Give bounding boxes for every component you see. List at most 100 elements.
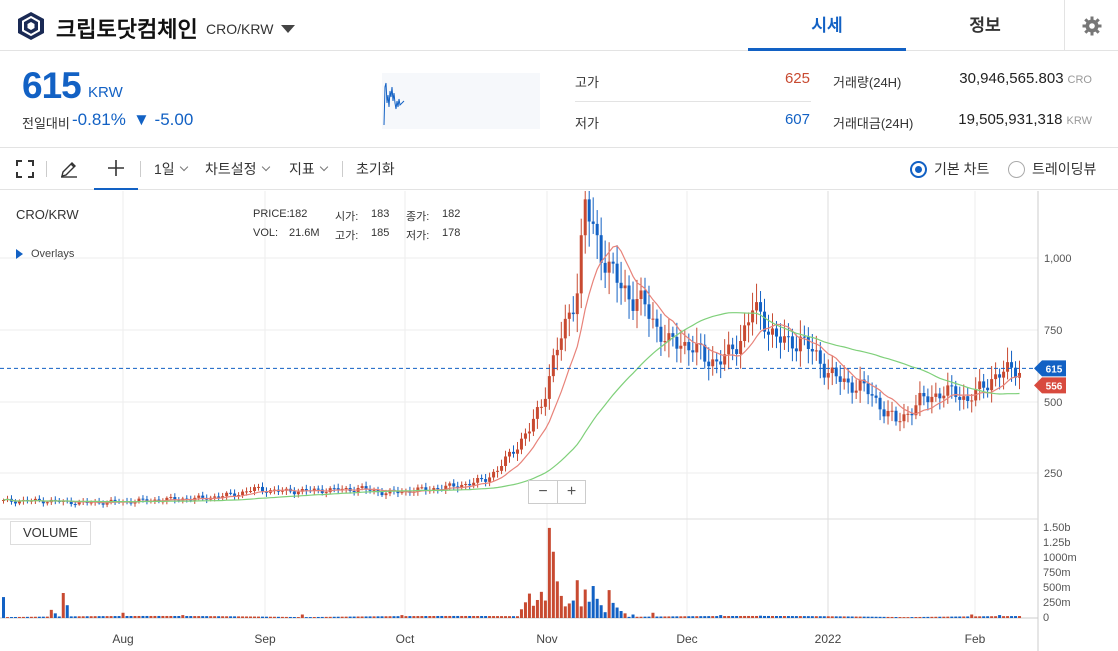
zoom-in-button[interactable]: +: [556, 481, 585, 503]
volume-bar: [571, 600, 575, 618]
reset-button[interactable]: 초기화: [356, 161, 395, 177]
volume-bar: [237, 616, 241, 618]
candle-body: [2, 500, 5, 502]
mini-chart[interactable]: [382, 73, 540, 129]
volume-bar: [731, 615, 735, 618]
candle-body: [675, 336, 679, 349]
candle-body: [639, 290, 643, 299]
volume-bar: [727, 616, 731, 618]
volume-bar: [782, 616, 786, 618]
chevron-down-icon: [319, 162, 329, 172]
crosshair-icon[interactable]: [94, 148, 138, 190]
fullscreen-icon[interactable]: [16, 148, 34, 190]
chart-settings-menu[interactable]: 차트설정: [205, 148, 270, 190]
volume-bar: [986, 616, 990, 618]
volume-label-button[interactable]: VOLUME: [10, 521, 91, 545]
settings-gear-icon[interactable]: [1064, 0, 1118, 51]
volume-bar: [954, 616, 958, 618]
candle-body: [890, 410, 894, 412]
candle-body: [555, 349, 559, 356]
candle-body: [759, 302, 763, 312]
volume-bar: [324, 616, 328, 618]
candle-body: [400, 491, 404, 494]
market-pair: CRO/KRW: [206, 21, 274, 37]
candle-body: [567, 312, 571, 319]
candle-body: [420, 487, 424, 489]
candle-body: [822, 363, 826, 378]
volume-bar: [416, 616, 420, 618]
volume-bar: [448, 615, 452, 618]
volume-bar: [874, 616, 878, 618]
candle-body: [559, 338, 563, 350]
volume-bar: [970, 614, 974, 618]
candle-body: [727, 344, 731, 355]
candle-body: [324, 492, 328, 494]
candle-body: [380, 492, 384, 496]
volume-bar: [647, 616, 651, 618]
volume-bar: [866, 616, 870, 618]
volume-bar: [476, 615, 480, 618]
candle-body: [667, 333, 671, 342]
volume-bar: [707, 616, 711, 618]
ohlc-low-label: 저가:: [406, 230, 430, 242]
candle-body: [436, 488, 440, 490]
volume-bar: [181, 615, 185, 618]
volume-bar: [615, 607, 619, 618]
volume-bar: [336, 616, 340, 618]
candle-body: [930, 396, 934, 403]
candle-body: [743, 325, 747, 342]
volume-bar: [926, 616, 930, 618]
volume-bar: [149, 615, 153, 618]
candle-body: [798, 336, 802, 352]
basic-chart-radio[interactable]: 기본 차트: [910, 148, 989, 190]
candle-body: [77, 501, 81, 505]
volume-bar: [117, 616, 121, 618]
candle-body: [826, 373, 830, 378]
volume-bar: [623, 613, 627, 618]
candle-body: [304, 489, 308, 491]
volume-bar: [9, 617, 13, 618]
zoom-out-button[interactable]: −: [538, 483, 548, 500]
volume-bar: [129, 615, 133, 618]
candle-body: [41, 500, 45, 504]
volume-bar: [591, 586, 595, 618]
candle-body: [994, 374, 998, 380]
price-chart[interactable]: 1,000 750 500 250 1.50b 1.25b 1000m 750m 500m 250…: [0, 191, 1118, 651]
candle-body: [926, 396, 930, 403]
candle-body: [1014, 367, 1018, 378]
candle-body: [818, 350, 822, 364]
candle-body: [623, 285, 627, 289]
candlestick-chart-svg[interactable]: 1,000 750 500 250 1.50b 1.25b 1000m 750m 500m 250…: [0, 191, 1118, 651]
tradingview-radio[interactable]: 트레이딩뷰: [1008, 148, 1096, 190]
x-tick-label: 2022: [815, 632, 842, 646]
volume-bar: [998, 615, 1002, 618]
candle-body: [233, 493, 237, 497]
volume-bar: [842, 616, 846, 618]
tab-info[interactable]: 정보: [969, 16, 1001, 35]
overlays-label: Overlays: [31, 248, 75, 260]
tab-market[interactable]: 시세: [748, 0, 906, 51]
zoom-controls: − +: [528, 480, 586, 504]
candle-body: [806, 337, 810, 349]
change-value: ▼ -5.00: [133, 110, 194, 129]
interval-select[interactable]: 1일: [154, 148, 188, 190]
volume-bar: [348, 616, 352, 618]
volume-bar: [627, 616, 631, 618]
candle-body: [595, 223, 599, 236]
coin-select-dropdown-icon[interactable]: [281, 25, 295, 33]
chevron-down-icon: [261, 162, 270, 172]
candle-body: [456, 486, 460, 488]
volume-bar: [1006, 616, 1010, 618]
indicators-menu[interactable]: 지표: [289, 148, 329, 190]
volume-bar: [906, 617, 910, 618]
candle-body: [591, 221, 595, 224]
volume-bar: [233, 616, 237, 618]
volume-bar: [157, 615, 161, 618]
candle-body: [508, 451, 512, 457]
candle-body: [751, 310, 755, 323]
volume-bar: [257, 616, 260, 618]
overlays-toggle[interactable]: Overlays: [16, 248, 74, 260]
volume-bar: [29, 616, 33, 618]
price-panel: 615 KRW 전일대비 -0.81% ▼ -5.00 고가 625 저가 60…: [0, 51, 1118, 148]
draw-pencil-icon[interactable]: [60, 148, 78, 190]
